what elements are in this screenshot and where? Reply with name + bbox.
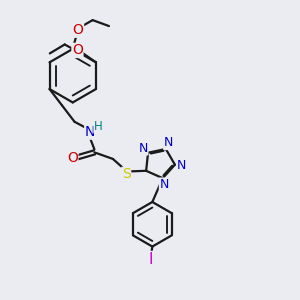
Text: N: N <box>164 136 173 149</box>
Text: O: O <box>67 151 78 165</box>
Text: O: O <box>72 44 83 57</box>
Text: H: H <box>94 120 103 133</box>
Text: S: S <box>122 167 130 182</box>
Text: N: N <box>85 125 95 139</box>
Text: N: N <box>139 142 148 155</box>
Text: I: I <box>148 251 153 266</box>
Text: N: N <box>159 178 169 191</box>
Text: O: O <box>73 23 83 37</box>
Text: N: N <box>177 159 186 172</box>
